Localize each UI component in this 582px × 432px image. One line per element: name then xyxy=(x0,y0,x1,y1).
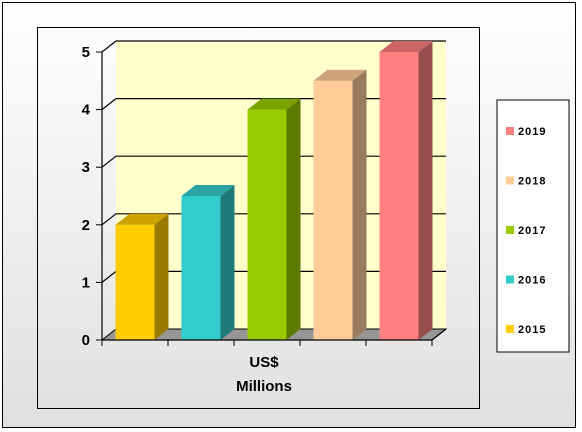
x-axis-title: US$ xyxy=(249,354,279,371)
gridline xyxy=(101,40,446,53)
bar-front xyxy=(247,109,287,340)
x-axis-title: Millions xyxy=(236,378,292,395)
legend-label: 2017 xyxy=(518,225,546,237)
bar-front xyxy=(379,52,419,340)
legend-label: 2019 xyxy=(518,126,546,138)
bar-2019 xyxy=(379,41,433,340)
legend-swatch xyxy=(506,127,514,135)
y-tick-label: 0 xyxy=(82,332,90,349)
bar-side xyxy=(418,41,433,340)
bar-2018 xyxy=(313,69,367,341)
bar-side xyxy=(352,69,367,341)
legend-swatch xyxy=(506,275,514,284)
legend-label: 2016 xyxy=(518,275,546,287)
bar-side xyxy=(220,185,235,340)
bar-side xyxy=(154,213,169,340)
y-tick-label: 1 xyxy=(82,274,90,291)
bar-top xyxy=(115,213,169,225)
legend-label: 2015 xyxy=(518,324,546,336)
legend-swatch xyxy=(506,176,514,185)
legend-swatch xyxy=(506,226,514,234)
y-tick-label: 3 xyxy=(82,159,90,176)
bar-front xyxy=(181,196,221,340)
y-tick-label: 4 xyxy=(82,102,91,119)
bar-top xyxy=(181,185,235,196)
legend-label: 2018 xyxy=(518,176,546,188)
x-axis-depth-line xyxy=(431,328,447,341)
bar-side xyxy=(286,98,301,340)
plot-area xyxy=(37,27,480,409)
bar-2015 xyxy=(115,213,169,340)
legend-swatch xyxy=(506,325,514,333)
y-tick-label: 5 xyxy=(82,44,90,61)
legend: 2019 2018 2017 2016 2015 xyxy=(496,99,570,353)
bar-2017 xyxy=(247,98,301,340)
bar-top xyxy=(379,41,433,52)
bar-front xyxy=(115,224,155,340)
y-tick-label: 2 xyxy=(82,217,90,234)
bar-top xyxy=(313,69,367,81)
bar-front xyxy=(313,80,353,341)
bar-top xyxy=(247,98,301,110)
bar-2016 xyxy=(181,185,235,340)
